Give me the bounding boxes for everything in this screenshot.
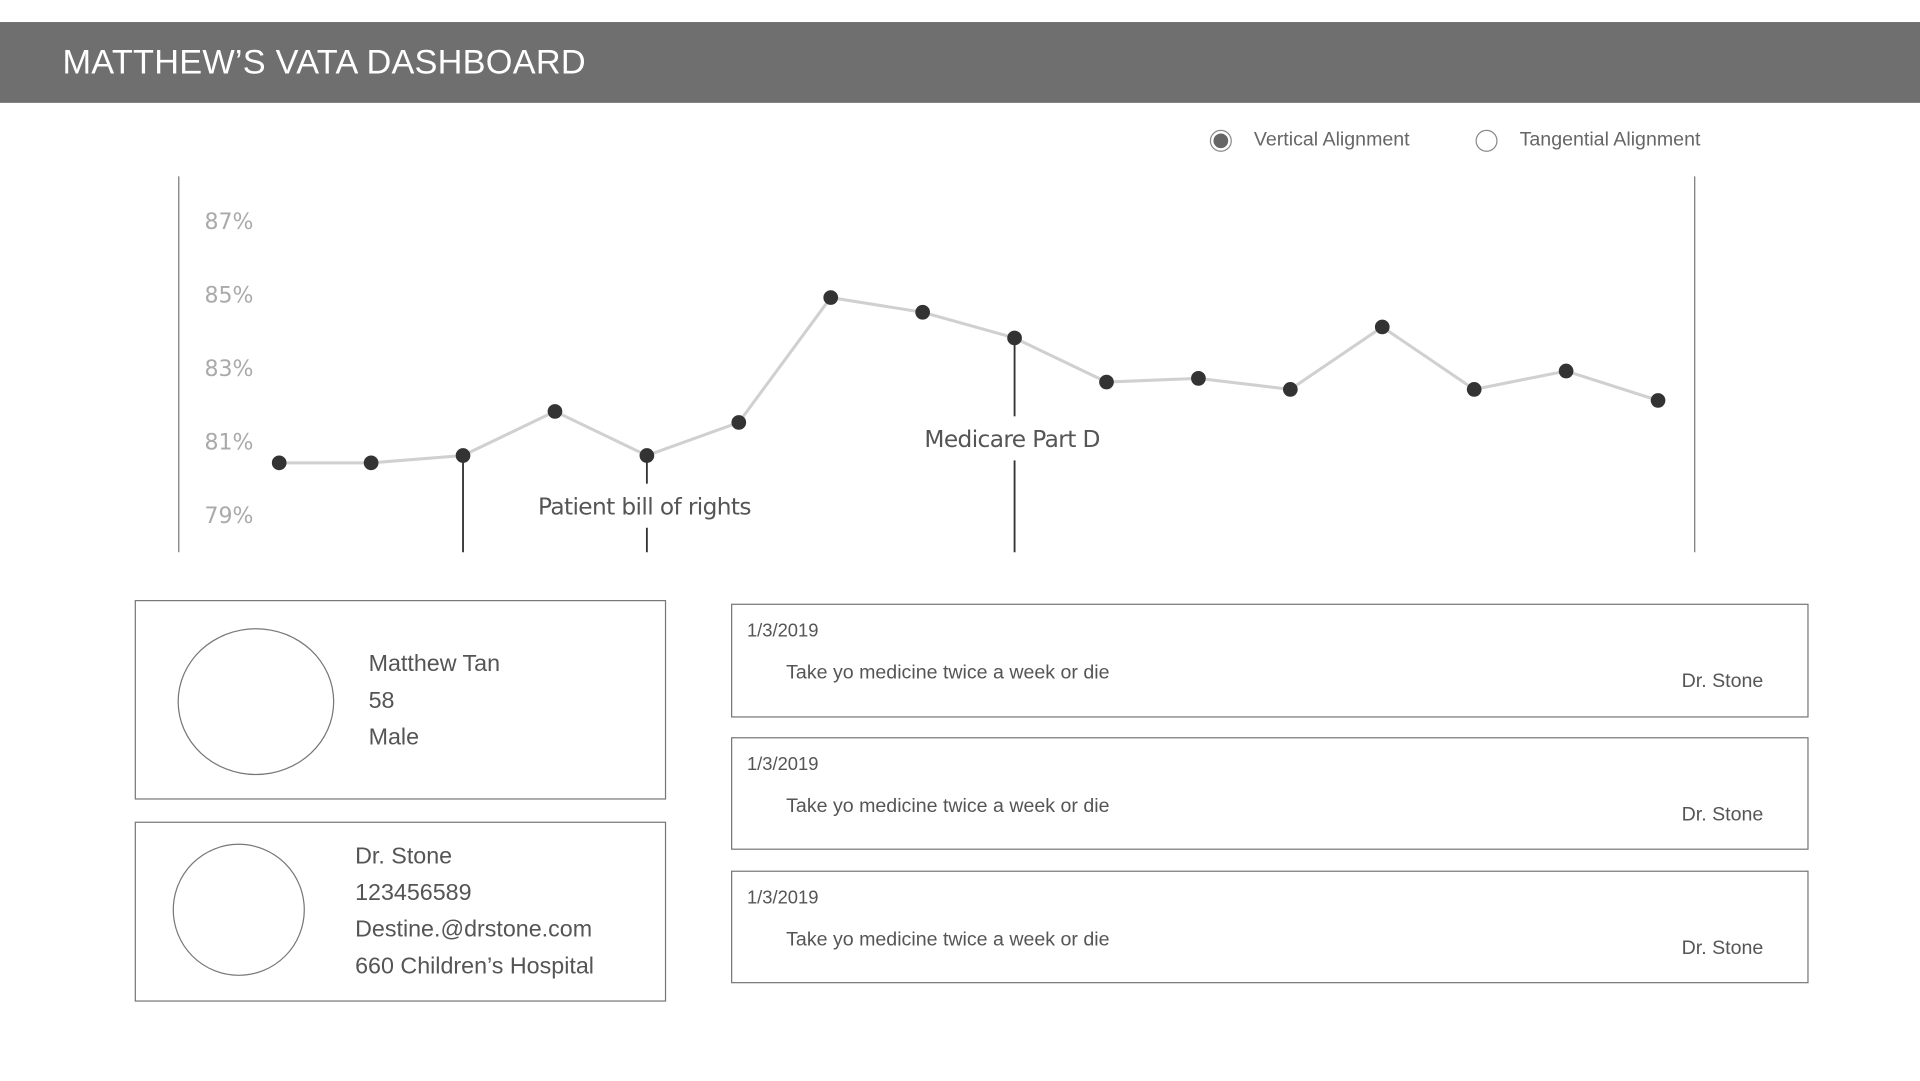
patient-sex: Male — [368, 724, 420, 751]
data-point — [1650, 393, 1666, 408]
doctor-name: Dr. Stone — [355, 843, 453, 870]
patient-age: 58 — [368, 688, 395, 714]
data-point — [1282, 382, 1298, 397]
data-point — [1007, 330, 1022, 346]
doctor-card: Dr. Stone 123456589 Destine.@drstone.com… — [134, 821, 667, 1002]
annotation-label: Medicare Part D — [924, 426, 1099, 453]
doctor-address: 660 Children’s Hospital — [355, 953, 594, 980]
note-card[interactable]: 1/3/2019 Take yo medicine twice a week o… — [731, 870, 1809, 984]
header-bar: MATTHEW’S VATA DASHBOARD — [0, 22, 1920, 103]
note-card[interactable]: 1/3/2019 Take yo medicine twice a week o… — [731, 737, 1809, 850]
note-text: Take yo medicine twice a week or die — [786, 929, 1110, 951]
patient-name: Matthew Tan — [368, 651, 501, 678]
data-point — [363, 455, 379, 471]
note-author: Dr. Stone — [1681, 937, 1764, 959]
data-point — [1374, 319, 1390, 335]
note-author: Dr. Stone — [1681, 671, 1764, 692]
note-date: 1/3/2019 — [746, 620, 819, 642]
line-chart: 87% 85% 83% 81% 79% Patient bill of rights Me… — [178, 176, 1696, 553]
data-point — [1191, 371, 1206, 386]
radio-vertical-alignment[interactable]: Vertical Alignment — [1209, 129, 1410, 152]
y-tick-label: 87% — [204, 210, 253, 235]
note-text: Take yo medicine twice a week or die — [786, 795, 1110, 817]
note-date: 1/3/2019 — [746, 887, 819, 909]
doctor-phone: 123456589 — [355, 880, 472, 907]
y-tick-label: 83% — [204, 357, 253, 382]
note-text: Take yo medicine twice a week or die — [786, 662, 1110, 684]
note-date: 1/3/2019 — [746, 754, 819, 776]
data-point — [915, 304, 930, 320]
note-author: Dr. Stone — [1681, 804, 1764, 826]
annotation-label: Patient bill of rights — [538, 493, 751, 520]
y-tick-label: 85% — [204, 283, 253, 308]
radio-selected-icon — [1209, 129, 1232, 152]
radio-label: Tangential Alignment — [1519, 129, 1701, 151]
data-point — [455, 448, 471, 463]
series-line — [279, 295, 1659, 465]
data-point — [731, 415, 747, 430]
doctor-email[interactable]: Destine.@drstone.com — [355, 917, 593, 943]
data-point — [1099, 374, 1114, 390]
note-card[interactable]: 1/3/2019 Take yo medicine twice a week o… — [731, 603, 1809, 718]
page-title: MATTHEW’S VATA DASHBOARD — [62, 42, 586, 81]
doctor-avatar — [172, 843, 305, 976]
data-point — [1558, 363, 1574, 379]
patient-avatar — [177, 628, 335, 776]
radio-unselected-icon — [1475, 129, 1498, 152]
patient-card: Matthew Tan 58 Male — [134, 600, 667, 800]
data-point — [823, 290, 839, 305]
data-point — [271, 455, 287, 471]
data-point — [1466, 382, 1482, 397]
data-point — [639, 448, 655, 463]
y-tick-label: 79% — [204, 504, 253, 529]
y-tick-label: 81% — [204, 430, 253, 455]
radio-label: Vertical Alignment — [1253, 129, 1410, 151]
data-point — [547, 404, 563, 419]
radio-tangential-alignment[interactable]: Tangential Alignment — [1475, 129, 1701, 152]
